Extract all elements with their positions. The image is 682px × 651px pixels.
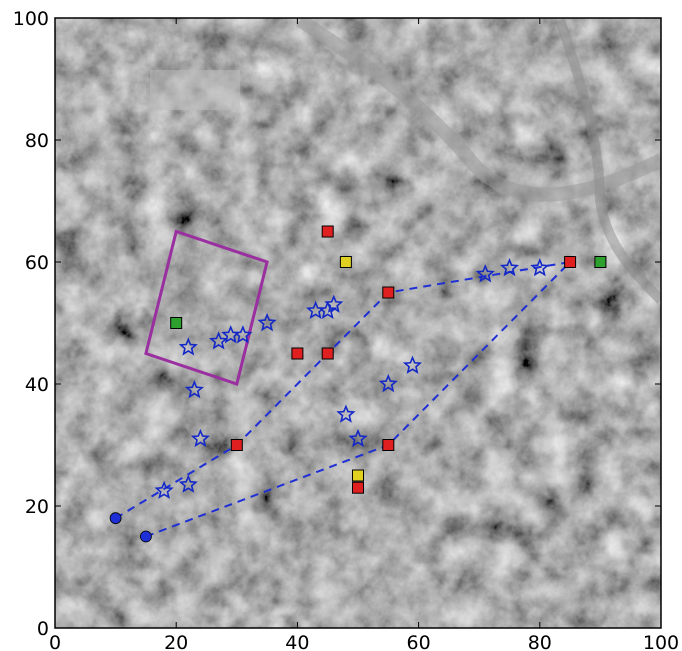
region-polygon <box>144 229 269 386</box>
y-tick-label: 100 <box>13 8 49 30</box>
y-tick-label: 60 <box>25 252 49 274</box>
x-tick-label: 60 <box>407 632 431 651</box>
star-marker-9 <box>257 312 277 332</box>
x-tick-label: 20 <box>164 632 188 651</box>
square-marker-6 <box>382 439 395 451</box>
y-tick-label: 20 <box>25 496 49 518</box>
star-marker-18 <box>499 257 520 277</box>
star-marker-3 <box>190 428 210 448</box>
square-marker-8 <box>564 256 577 268</box>
square-marker-2 <box>352 469 364 482</box>
star-marker-14 <box>402 355 423 374</box>
star-marker-19 <box>530 257 550 277</box>
star-marker-2 <box>178 474 198 493</box>
y-tick-label: 40 <box>25 374 49 396</box>
square-marker-2 <box>291 347 304 360</box>
star-marker-15 <box>336 404 356 423</box>
y-tick-label: 0 <box>37 618 49 640</box>
y-tick-label: 80 <box>25 130 49 152</box>
circle-marker-1 <box>109 512 122 525</box>
square-marker-5 <box>321 225 334 238</box>
star-marker-6 <box>209 331 229 350</box>
star-marker-4 <box>184 379 204 399</box>
x-tick-label: 0 <box>49 632 61 651</box>
square-marker-4 <box>382 286 395 299</box>
square-marker-7 <box>352 481 364 494</box>
star-marker-13 <box>378 373 398 393</box>
x-tick-label: 80 <box>528 632 552 651</box>
plot-frame <box>54 17 662 629</box>
star-marker-12 <box>324 294 344 313</box>
square-marker-1 <box>170 317 183 329</box>
star-marker-5 <box>178 337 198 356</box>
square-marker-1 <box>230 439 243 451</box>
x-tick-label: 100 <box>643 632 679 651</box>
star-marker-17 <box>475 264 495 283</box>
square-marker-1 <box>339 256 352 268</box>
circle-marker-2 <box>139 530 152 543</box>
star-marker-1 <box>154 480 174 499</box>
star-marker-16 <box>348 428 368 448</box>
square-marker-3 <box>321 347 334 360</box>
x-tick-label: 40 <box>285 632 309 651</box>
square-marker-2 <box>594 256 607 268</box>
star-marker-8 <box>233 325 253 344</box>
